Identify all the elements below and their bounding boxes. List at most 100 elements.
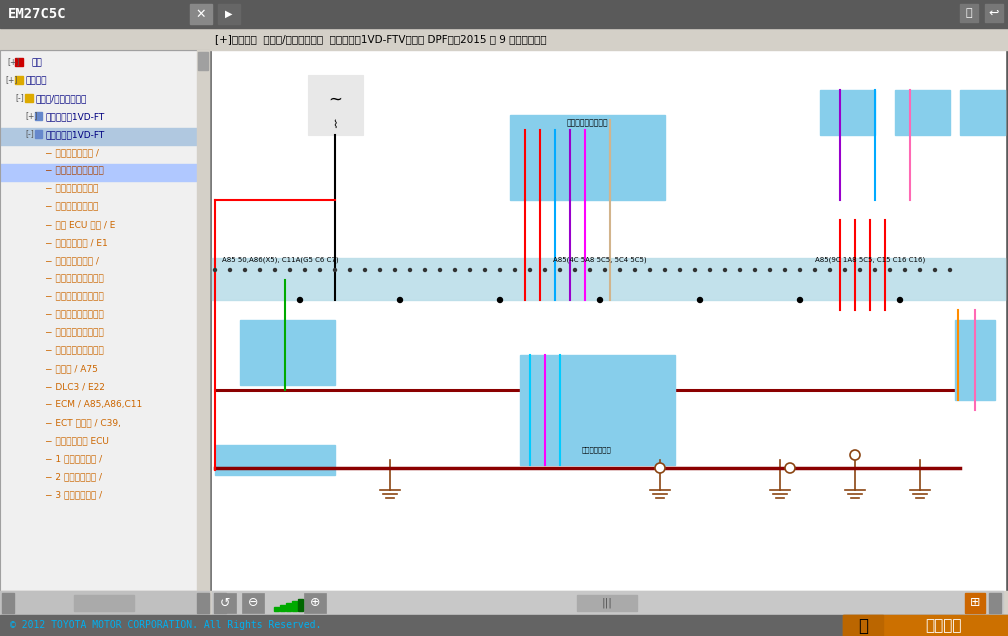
Bar bbox=[989, 593, 1001, 613]
Text: [+]系统电路  发动机/混合动力系统  巡航控制（1VD-FTV、不带 DPF）（2015 年 9 月之后生产）: [+]系统电路 发动机/混合动力系统 巡航控制（1VD-FTV、不带 DPF）（… bbox=[215, 34, 546, 44]
Bar bbox=[520, 355, 675, 465]
Text: − ECM / A85,A86,C11: − ECM / A85,A86,C11 bbox=[45, 401, 142, 410]
Bar bbox=[985, 4, 1003, 22]
Circle shape bbox=[303, 268, 306, 272]
Text: − 曲轴位置传感器 /: − 曲轴位置传感器 / bbox=[45, 256, 99, 265]
Text: ⊖: ⊖ bbox=[248, 597, 258, 609]
Circle shape bbox=[694, 268, 697, 272]
Bar bbox=[214, 593, 226, 613]
Text: − 柴油机涡轮增压压力: − 柴油机涡轮增压压力 bbox=[45, 347, 104, 356]
Circle shape bbox=[543, 268, 546, 272]
Bar bbox=[0, 615, 1008, 636]
Circle shape bbox=[797, 298, 802, 303]
Circle shape bbox=[438, 268, 442, 272]
Circle shape bbox=[754, 268, 756, 272]
Text: ⊞: ⊞ bbox=[970, 597, 980, 609]
Text: A85(4C 5A8 5C5, 5C4 5C5): A85(4C 5A8 5C5, 5C4 5C5) bbox=[553, 257, 647, 263]
Circle shape bbox=[297, 298, 302, 303]
Circle shape bbox=[319, 268, 322, 272]
Circle shape bbox=[454, 268, 457, 272]
Circle shape bbox=[709, 268, 712, 272]
Bar bbox=[292, 601, 297, 611]
Text: A85 50,A86(X5), C11A(G5 C6 C7): A85 50,A86(X5), C11A(G5 C6 C7) bbox=[222, 257, 339, 263]
Circle shape bbox=[949, 268, 952, 272]
Circle shape bbox=[397, 298, 402, 303]
Circle shape bbox=[229, 268, 232, 272]
Text: EM27C5C: EM27C5C bbox=[8, 7, 67, 21]
Circle shape bbox=[469, 268, 472, 272]
Text: A85(9C 1A8 5C5, C15 C16 C16): A85(9C 1A8 5C5, C15 C16 C16) bbox=[814, 257, 925, 263]
Text: 加速踏板传感器总成: 加速踏板传感器总成 bbox=[566, 118, 608, 127]
Circle shape bbox=[598, 298, 603, 303]
Circle shape bbox=[918, 268, 921, 272]
Text: ✕: ✕ bbox=[196, 8, 207, 20]
Circle shape bbox=[663, 268, 666, 272]
Bar bbox=[242, 593, 264, 613]
Text: − 直流电动机和左侧电: − 直流电动机和左侧电 bbox=[45, 275, 104, 284]
Circle shape bbox=[574, 268, 577, 272]
Text: 发动机/混合动力系统: 发动机/混合动力系统 bbox=[36, 95, 88, 104]
Bar bbox=[895, 90, 950, 135]
Text: ⊕: ⊕ bbox=[309, 597, 321, 609]
Circle shape bbox=[933, 268, 936, 272]
Circle shape bbox=[724, 268, 727, 272]
Bar bbox=[510, 115, 665, 200]
Circle shape bbox=[484, 268, 487, 272]
Text: 巡航控制（1VD-FT: 巡航控制（1VD-FT bbox=[45, 113, 104, 121]
Bar bbox=[0, 591, 1008, 615]
Text: © 2012 TOYOTA MOTOR CORPORATION. All Rights Reserved.: © 2012 TOYOTA MOTOR CORPORATION. All Rig… bbox=[10, 621, 322, 630]
Circle shape bbox=[378, 268, 381, 272]
Circle shape bbox=[783, 268, 786, 272]
Bar bbox=[15, 76, 23, 84]
Text: [+]: [+] bbox=[25, 111, 37, 120]
Circle shape bbox=[813, 268, 816, 272]
Bar bbox=[212, 50, 1005, 591]
Bar bbox=[212, 591, 1003, 615]
Bar bbox=[240, 320, 335, 385]
Text: − DLC3 / E22: − DLC3 / E22 bbox=[45, 382, 105, 392]
Bar bbox=[304, 593, 326, 613]
Bar bbox=[298, 599, 303, 611]
Text: − ECT 电磁阀 / C39,: − ECT 电磁阀 / C39, bbox=[45, 418, 121, 427]
Text: − 3 号喷油器总成 /: − 3 号喷油器总成 / bbox=[45, 490, 102, 499]
Bar bbox=[960, 4, 978, 22]
Text: |||: ||| bbox=[602, 598, 613, 608]
Circle shape bbox=[273, 268, 276, 272]
Circle shape bbox=[499, 268, 502, 272]
Circle shape bbox=[408, 268, 411, 272]
Circle shape bbox=[423, 268, 426, 272]
Text: 汽修帮手: 汽修帮手 bbox=[924, 618, 962, 633]
Bar bbox=[2, 593, 14, 613]
Circle shape bbox=[528, 268, 531, 272]
Circle shape bbox=[859, 268, 862, 272]
Text: − 左侧柴油机节气门体: − 左侧柴油机节气门体 bbox=[45, 310, 104, 319]
Text: ↩: ↩ bbox=[989, 6, 999, 20]
Text: − 二极管 / A75: − 二极管 / A75 bbox=[45, 364, 98, 373]
Circle shape bbox=[589, 268, 592, 272]
Text: [-]: [-] bbox=[25, 130, 33, 139]
Bar bbox=[25, 94, 33, 102]
Circle shape bbox=[874, 268, 877, 272]
Bar bbox=[214, 593, 236, 613]
Circle shape bbox=[214, 268, 217, 272]
Text: − 2 号喷油器总成 /: − 2 号喷油器总成 / bbox=[45, 473, 102, 481]
Circle shape bbox=[897, 298, 902, 303]
Bar bbox=[955, 320, 995, 400]
Bar bbox=[280, 605, 285, 611]
Text: − 右侧柴油机节气门体: − 右侧柴油机节气门体 bbox=[45, 329, 104, 338]
Bar bbox=[843, 615, 883, 636]
Circle shape bbox=[619, 268, 622, 272]
Bar bbox=[0, 164, 197, 181]
Bar bbox=[286, 603, 291, 611]
Text: ~: ~ bbox=[328, 91, 342, 109]
Text: − 直流电动机和右侧电: − 直流电动机和右侧电 bbox=[45, 293, 104, 301]
Circle shape bbox=[903, 268, 906, 272]
Text: ↺: ↺ bbox=[220, 597, 230, 609]
Text: [+]: [+] bbox=[5, 76, 17, 85]
Bar bbox=[0, 0, 1008, 28]
Bar bbox=[15, 58, 23, 66]
Bar bbox=[74, 595, 134, 611]
Circle shape bbox=[498, 298, 503, 303]
Bar bbox=[198, 52, 208, 70]
Text: ▶: ▶ bbox=[225, 9, 233, 19]
